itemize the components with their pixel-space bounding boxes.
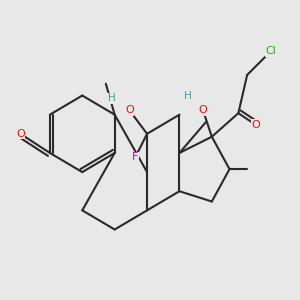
Text: O: O: [199, 105, 207, 115]
Text: H: H: [108, 94, 116, 103]
Text: O: O: [16, 129, 25, 139]
Text: O: O: [252, 120, 260, 130]
Text: H: H: [184, 91, 192, 100]
Text: Cl: Cl: [265, 46, 276, 56]
Text: O: O: [125, 105, 134, 115]
Text: F: F: [132, 152, 139, 162]
